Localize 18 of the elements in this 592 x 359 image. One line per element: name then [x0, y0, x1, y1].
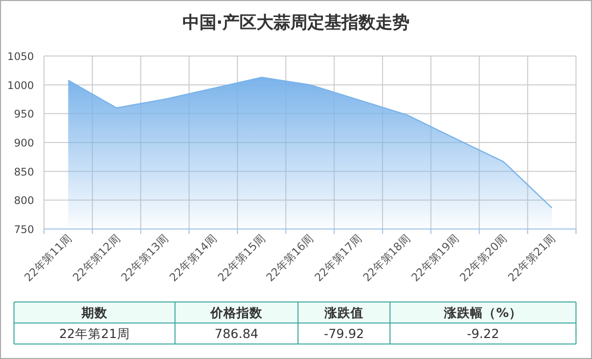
- y-tick-label: 900: [14, 138, 34, 150]
- y-tick-label: 850: [14, 166, 34, 178]
- text: 涨跌幅（%）: [443, 305, 522, 320]
- text: -9.22: [466, 326, 500, 341]
- text: -79.92: [324, 326, 364, 341]
- y-tick-label: 800: [14, 195, 34, 208]
- y-tick-label: 1050: [7, 51, 34, 63]
- y-tick-label: 1000: [7, 80, 34, 92]
- y-tick-label: 750: [14, 224, 34, 236]
- text: 786.84: [214, 326, 258, 341]
- text: 22年第21周: [59, 326, 130, 341]
- x-tick-label: 22年第21周: [506, 232, 558, 284]
- text: 价格指数: [210, 305, 264, 320]
- text: 期数: [80, 305, 108, 320]
- text: 涨跌值: [324, 305, 364, 320]
- y-tick-label: 950: [14, 108, 34, 121]
- chart-title: 中国·产区大蒜周定基指数走势: [182, 13, 410, 33]
- x-tick-label: 22年第17周: [312, 232, 364, 284]
